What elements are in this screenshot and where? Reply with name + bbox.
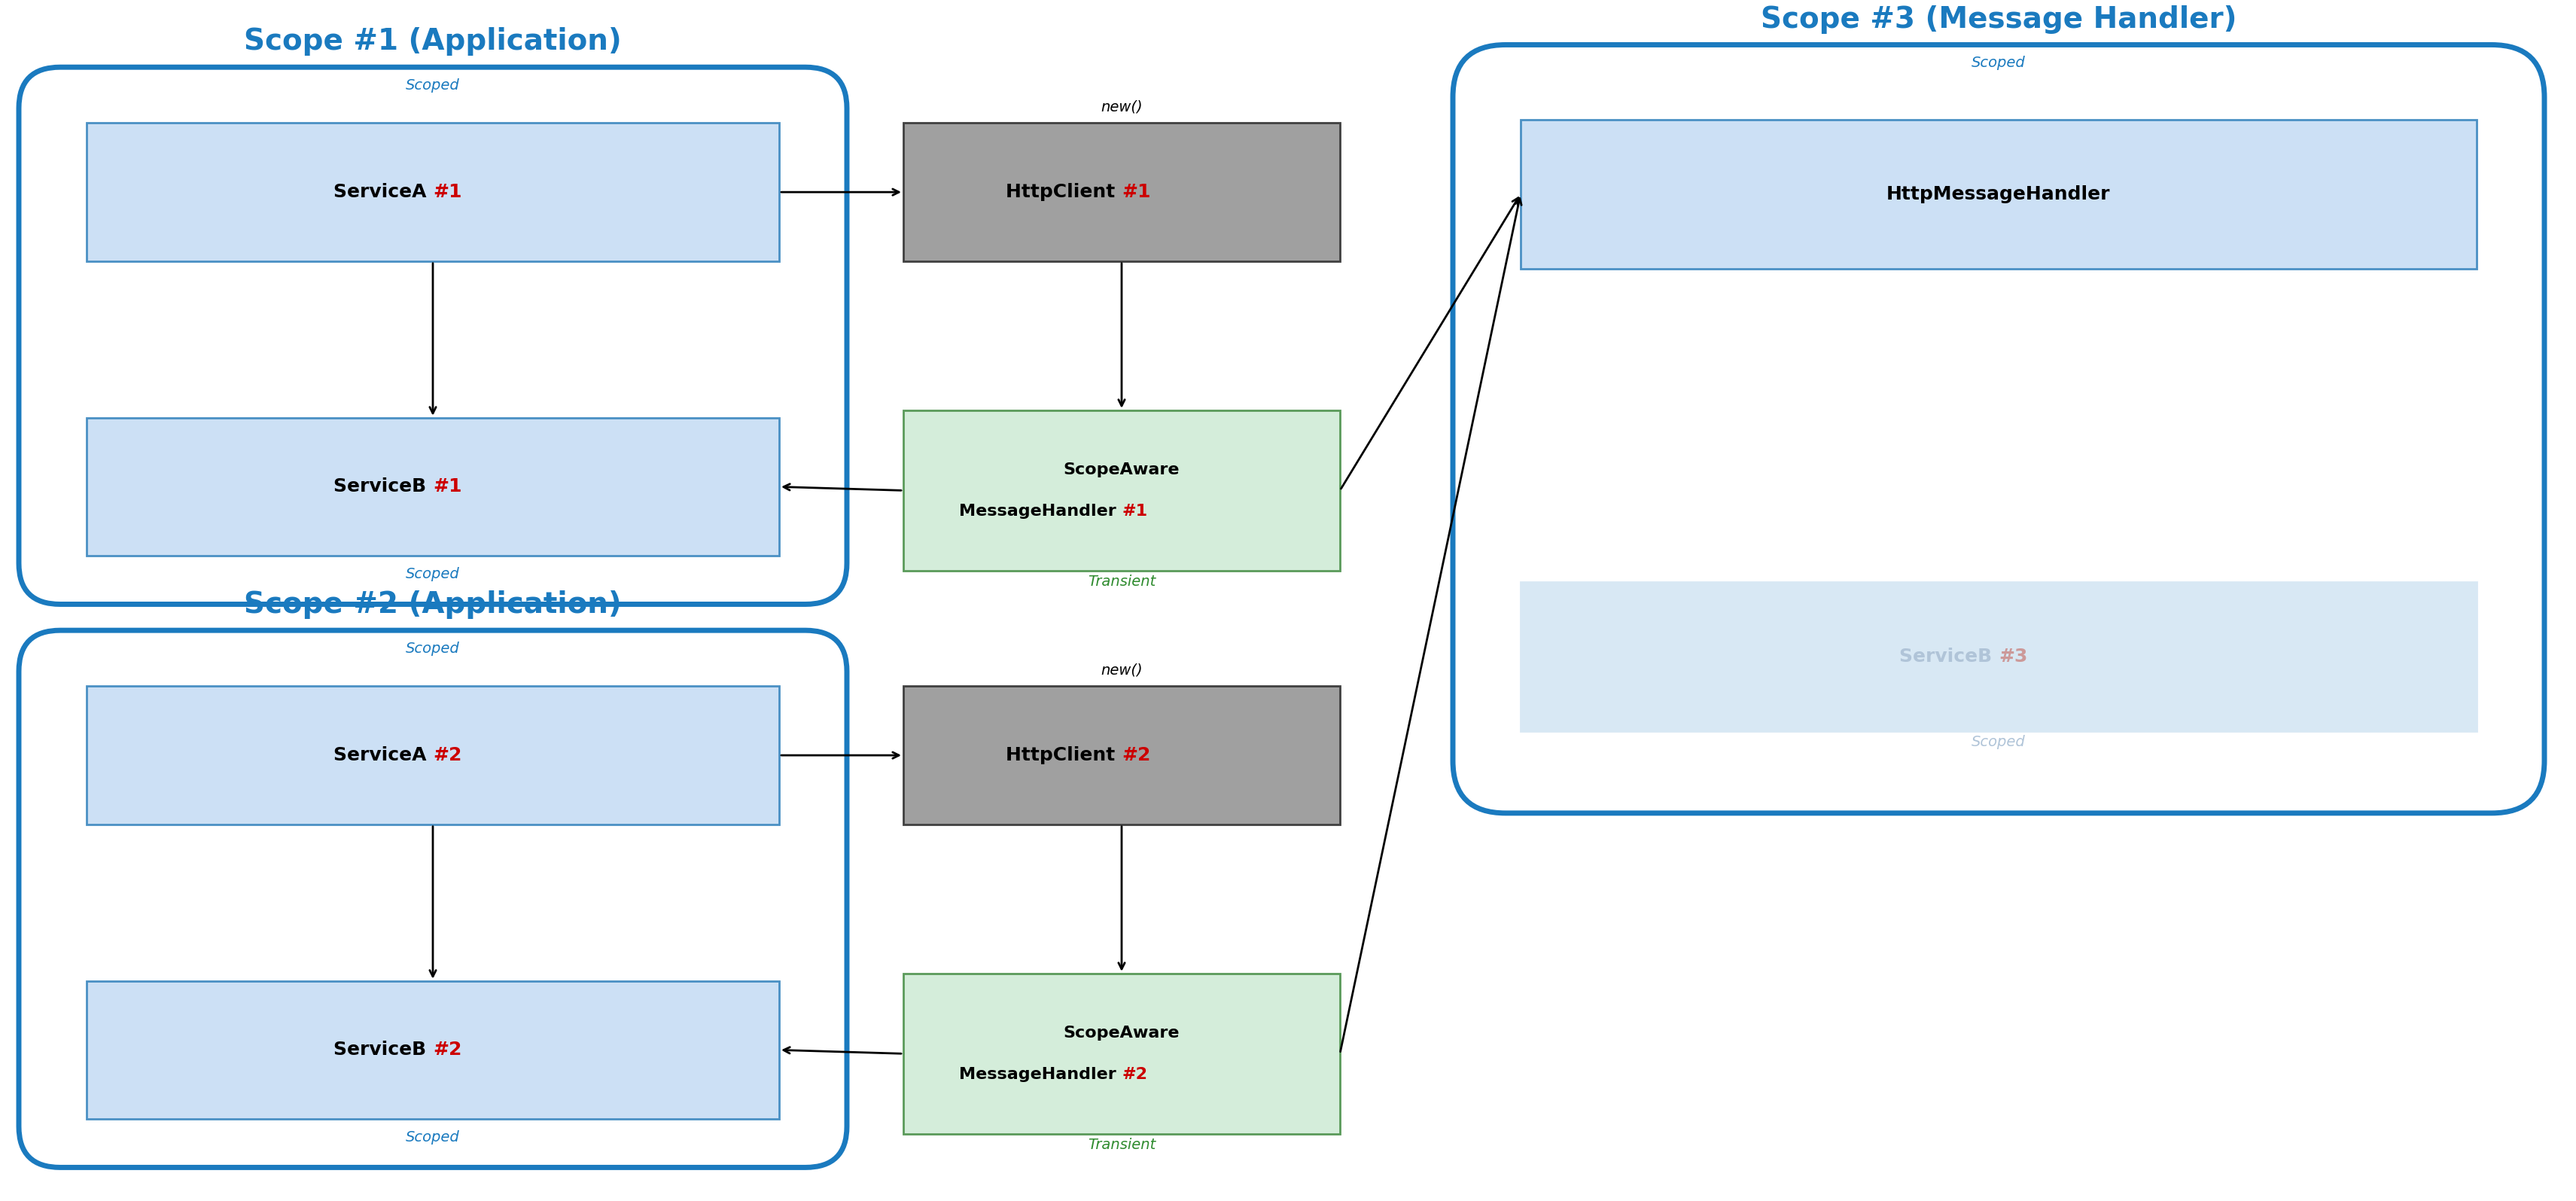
FancyBboxPatch shape — [1453, 44, 2545, 813]
Bar — [1520, 581, 2476, 731]
Bar — [88, 686, 778, 824]
Text: ServiceA: ServiceA — [332, 183, 433, 201]
Text: ScopeAware: ScopeAware — [1064, 462, 1180, 477]
Text: Scope #1 (Application): Scope #1 (Application) — [245, 28, 621, 56]
Text: ServiceB: ServiceB — [332, 478, 433, 496]
Text: HttpClient: HttpClient — [1005, 183, 1121, 201]
Bar — [88, 124, 778, 261]
FancyBboxPatch shape — [18, 67, 848, 604]
Text: Scoped: Scoped — [407, 1130, 461, 1145]
Bar — [904, 124, 1340, 261]
Text: Scoped: Scoped — [407, 641, 461, 656]
Text: ScopeAware: ScopeAware — [1064, 1026, 1180, 1040]
Text: Scope #3 (Message Handler): Scope #3 (Message Handler) — [1759, 5, 2236, 34]
Text: #2: #2 — [433, 1041, 461, 1059]
FancyBboxPatch shape — [18, 631, 848, 1167]
Text: ServiceB: ServiceB — [1899, 647, 1999, 665]
Text: HttpMessageHandler: HttpMessageHandler — [1886, 185, 2110, 203]
Bar — [904, 411, 1340, 570]
Text: MessageHandler: MessageHandler — [958, 1066, 1121, 1082]
Text: Scoped: Scoped — [1971, 735, 2025, 749]
Text: MessageHandler: MessageHandler — [958, 504, 1121, 519]
Text: ServiceB: ServiceB — [332, 1041, 433, 1059]
Bar — [904, 974, 1340, 1134]
Bar — [1520, 119, 2476, 269]
Text: ServiceA: ServiceA — [332, 746, 433, 764]
Text: #1: #1 — [433, 478, 461, 496]
Text: Scoped: Scoped — [407, 78, 461, 92]
Text: #2: #2 — [433, 746, 461, 764]
Text: #3: #3 — [1999, 647, 2027, 665]
Bar — [88, 418, 778, 556]
Text: new(): new() — [1100, 663, 1144, 677]
Text: #1: #1 — [1121, 183, 1151, 201]
Text: #2: #2 — [1121, 1066, 1146, 1082]
Text: Scoped: Scoped — [407, 567, 461, 581]
Bar — [88, 981, 778, 1119]
Text: #1: #1 — [1121, 504, 1146, 519]
Text: Scope #2 (Application): Scope #2 (Application) — [245, 591, 621, 620]
Text: #1: #1 — [433, 183, 461, 201]
Text: Transient: Transient — [1087, 574, 1157, 588]
Text: new(): new() — [1100, 100, 1144, 114]
Text: #2: #2 — [1121, 746, 1151, 764]
Text: Transient: Transient — [1087, 1137, 1157, 1152]
Text: Scoped: Scoped — [1971, 56, 2025, 71]
Bar — [904, 686, 1340, 824]
Text: HttpClient: HttpClient — [1005, 746, 1121, 764]
